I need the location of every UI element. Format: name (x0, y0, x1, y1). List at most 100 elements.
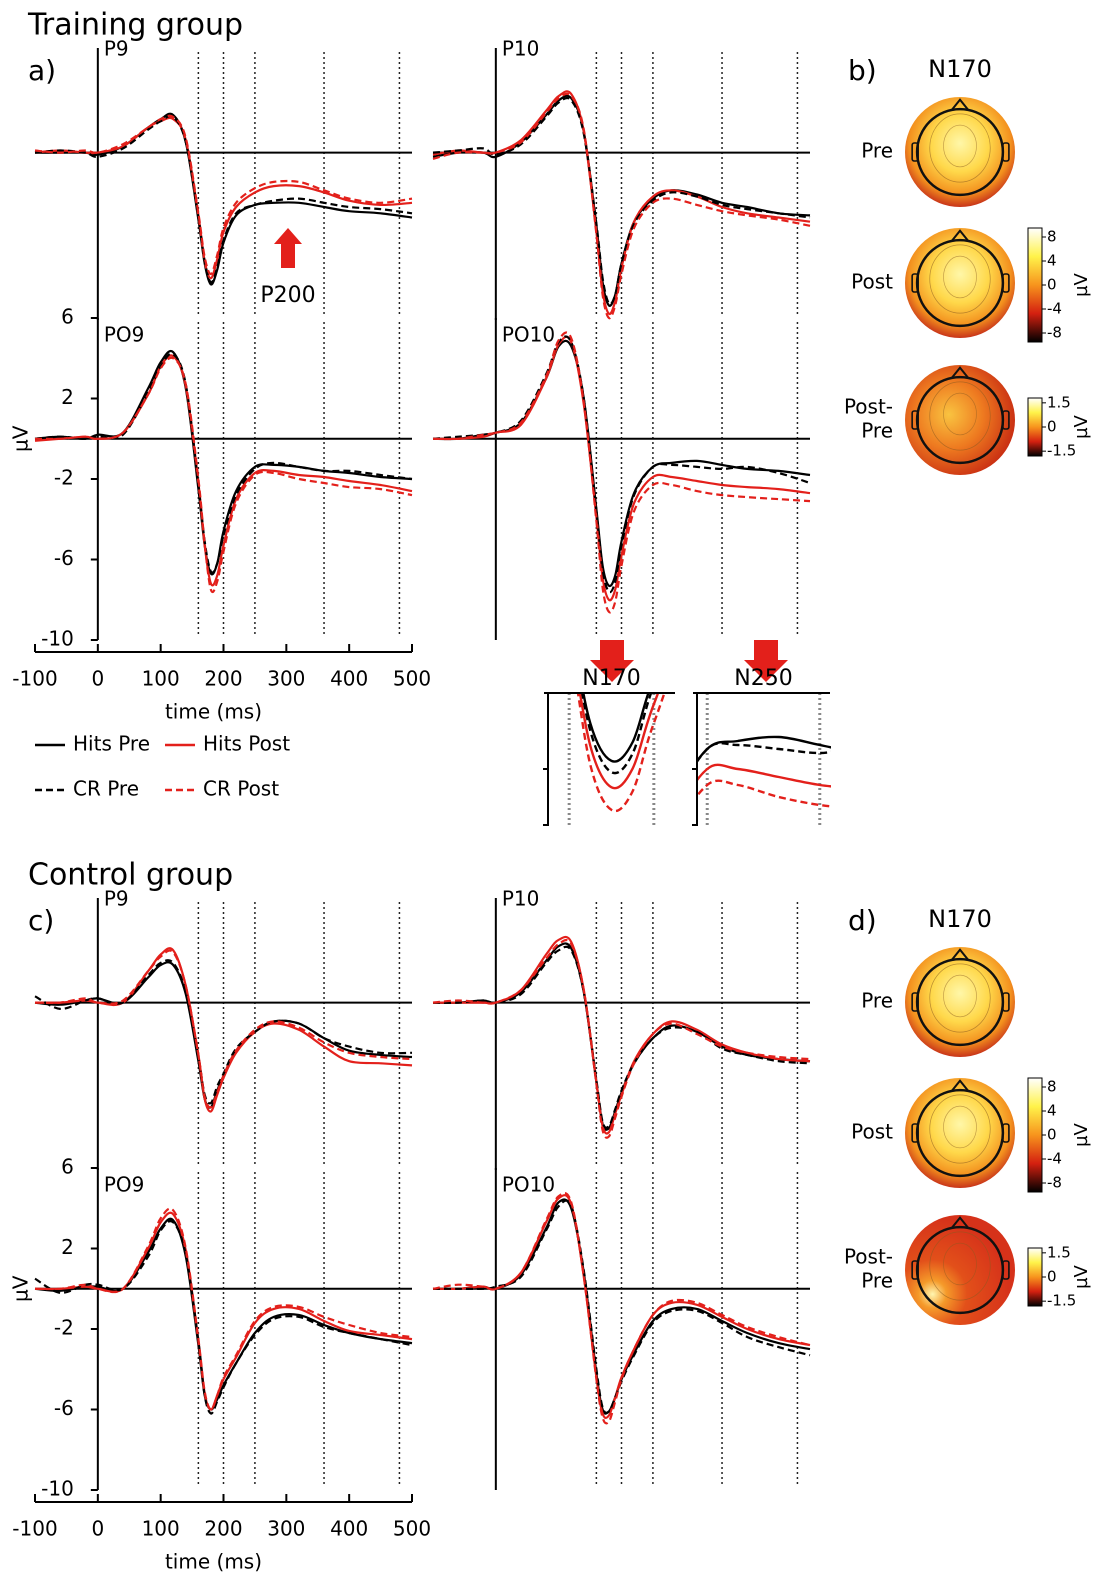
nose (951, 1079, 969, 1092)
erp-line (34, 947, 413, 1113)
y-axis-label: µV (9, 1275, 33, 1302)
nose (951, 1216, 969, 1229)
colorbar (1027, 1247, 1043, 1307)
ear (911, 1260, 919, 1280)
colorbar-tick-label: 8 (1047, 1078, 1057, 1096)
ear (1002, 992, 1010, 1012)
erp-line (698, 742, 831, 763)
inset (567, 694, 666, 825)
erp-line (34, 354, 413, 587)
colorbar (1027, 397, 1043, 457)
topo-row-label: Pre (861, 419, 893, 443)
legend-label: CR Pre (73, 777, 139, 801)
erp-line (698, 763, 831, 788)
contour (943, 392, 977, 436)
colorbar-tick-label: 4 (1047, 1102, 1057, 1120)
panel-label: d) (848, 904, 877, 937)
erp-line (432, 335, 811, 594)
colorbar-tick-label: -4 (1047, 300, 1062, 318)
x-tick-label: 0 (91, 667, 104, 691)
nose (951, 98, 969, 111)
y-tick-label: -2 (54, 466, 74, 490)
x-tick-label: 0 (91, 1517, 104, 1541)
erp-line (432, 1191, 811, 1425)
legend-label: CR Post (203, 777, 279, 801)
colorbar-tick-label: 0 (1047, 1126, 1057, 1144)
ear (911, 410, 919, 430)
erp-line (34, 114, 413, 276)
y-tick-label: 6 (61, 1155, 74, 1179)
colorbar-tick-label: 8 (1047, 228, 1057, 246)
y-tick-label: -10 (41, 627, 74, 651)
erp-line (578, 694, 659, 790)
topomap (905, 1078, 1015, 1188)
y-axis-label: µV (9, 425, 33, 452)
inset-title: N250 (734, 666, 792, 691)
topo-row-label: Post (851, 270, 893, 294)
topo-row-label: Pre (861, 989, 893, 1013)
topomap (905, 1215, 1015, 1325)
contour (943, 1242, 977, 1286)
annotation: P200 (260, 283, 315, 308)
colorbar-tick-label: 4 (1047, 252, 1057, 270)
contour (943, 255, 977, 299)
topo-row-label: Post (851, 1120, 893, 1144)
x-axis-label: time (ms) (165, 1550, 262, 1574)
group-title: Training group (27, 8, 243, 43)
y-tick-label: -6 (54, 546, 74, 570)
arrow (744, 640, 788, 682)
y-tick-label: -6 (54, 1396, 74, 1420)
topo-title: N170 (928, 905, 992, 933)
inset (698, 694, 831, 825)
colorbar-unit: µV (1071, 1122, 1092, 1146)
contour (943, 1105, 977, 1149)
x-tick-label: 100 (142, 667, 180, 691)
topo-row-label: Pre (861, 1269, 893, 1293)
contour (929, 381, 991, 451)
x-tick-label: 300 (267, 667, 305, 691)
erp-line (432, 942, 811, 1131)
topomap (905, 97, 1015, 207)
ear (1002, 273, 1010, 293)
contour (929, 963, 991, 1033)
colorbar-tick-label: 0 (1047, 276, 1057, 294)
colorbar (1027, 1077, 1043, 1193)
y-tick-label: 6 (61, 305, 74, 329)
colorbar-unit: µV (1071, 272, 1092, 296)
colorbar-tick-label: 0 (1047, 1268, 1057, 1286)
channel-label: P9 (104, 37, 129, 61)
arrow (590, 640, 634, 682)
x-tick-label: 400 (330, 667, 368, 691)
inset-title: N170 (582, 666, 640, 691)
inset-axis (692, 693, 698, 826)
panel-label: b) (848, 54, 877, 87)
ear (911, 142, 919, 162)
ear (1002, 410, 1010, 430)
y-tick-label: 2 (61, 385, 74, 409)
ear (1002, 1123, 1010, 1143)
erp-line (433, 935, 811, 1135)
erp-line (34, 114, 413, 284)
erp-line (432, 92, 811, 320)
erp-line (34, 1219, 413, 1415)
channel-label: PO10 (502, 323, 555, 347)
colorbar-tick-label: 1.5 (1047, 1243, 1071, 1261)
channel-label: P10 (502, 887, 540, 911)
erp-line (432, 96, 811, 306)
erp-line (432, 335, 811, 602)
x-tick-label: 200 (204, 1517, 242, 1541)
nose (951, 366, 969, 379)
topo-row-label: Pre (861, 139, 893, 163)
channel-label: P10 (502, 37, 540, 61)
x-tick-label: 400 (330, 1517, 368, 1541)
x-tick-label: 100 (142, 1517, 180, 1541)
legend-label: Hits Pre (73, 732, 150, 756)
erp-line (34, 356, 413, 594)
x-tick-label: -100 (12, 667, 57, 691)
ear (1002, 1260, 1010, 1280)
erp-line (35, 112, 413, 286)
group-title: Control group (28, 858, 233, 893)
erp-line (34, 352, 413, 574)
erp-line (698, 779, 831, 808)
